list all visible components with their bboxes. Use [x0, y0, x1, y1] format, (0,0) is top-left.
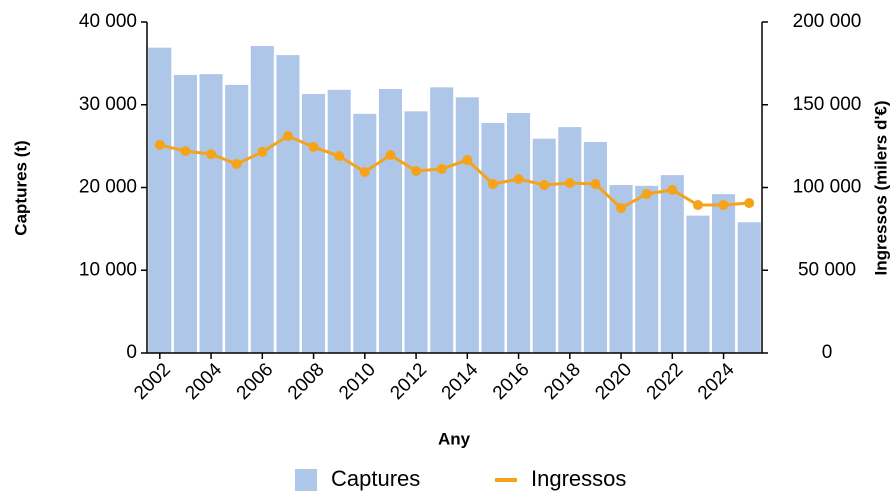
y-tick-label: 0 — [126, 342, 137, 363]
bar — [250, 45, 274, 354]
bar — [378, 89, 402, 353]
x-tick-label: 2014 — [438, 359, 483, 404]
line-point — [282, 131, 293, 142]
line-point — [359, 166, 370, 177]
y2-tick-label: 100 000 — [793, 177, 862, 198]
x-tick-label: 2002 — [130, 359, 175, 404]
line-point — [513, 174, 524, 185]
bar — [225, 84, 249, 353]
bar — [737, 222, 761, 353]
line-point — [590, 179, 601, 190]
line-point — [308, 141, 319, 152]
y2-axis-label: Ingressos (milers d'€) — [871, 100, 890, 275]
line-point — [180, 146, 191, 157]
line-point — [334, 151, 345, 162]
line-point — [231, 158, 242, 169]
x-tick-label: 2012 — [386, 359, 431, 404]
line-point — [436, 163, 447, 174]
bar — [609, 185, 633, 353]
line-point — [641, 188, 652, 199]
y2-tick-label: 0 — [822, 342, 833, 363]
bar — [532, 138, 556, 353]
x-tick-label: 2016 — [489, 359, 534, 404]
x-tick-label: 2024 — [694, 359, 739, 404]
y-tick-label: 20 000 — [79, 177, 137, 198]
line-point — [616, 203, 627, 214]
line-point — [487, 179, 498, 190]
y-tick-label: 30 000 — [79, 94, 137, 115]
bar — [712, 194, 736, 353]
line-point — [206, 149, 217, 160]
bar — [507, 113, 531, 354]
bar — [327, 89, 351, 353]
y-axis-label: Captures (t) — [11, 140, 30, 235]
line-point — [564, 178, 575, 189]
bar — [481, 122, 505, 353]
y2-tick-label: 150 000 — [793, 94, 862, 115]
x-tick-label: 2010 — [335, 359, 380, 404]
line-point — [411, 165, 422, 176]
bar — [353, 113, 377, 353]
line-point — [539, 180, 550, 191]
x-tick-label: 2008 — [284, 359, 329, 404]
bar — [173, 74, 197, 354]
bar — [148, 47, 172, 354]
bar — [635, 185, 659, 353]
bar — [430, 87, 454, 353]
bar — [276, 55, 300, 353]
line-point — [667, 184, 678, 195]
bar — [455, 97, 479, 354]
bar — [199, 74, 223, 353]
legend-swatch — [295, 469, 317, 491]
x-tick-label: 2004 — [181, 359, 226, 404]
line-point — [744, 198, 755, 209]
legend-label: Ingressos — [531, 466, 626, 491]
line-point — [385, 150, 396, 161]
y-tick-label: 10 000 — [79, 259, 137, 280]
bar — [558, 127, 582, 353]
y2-tick-label: 50 000 — [798, 259, 856, 280]
x-tick-label: 2006 — [233, 359, 278, 404]
line-point — [154, 139, 165, 150]
y-tick-label: 40 000 — [79, 11, 137, 32]
line-point — [257, 146, 268, 157]
line-point — [462, 155, 473, 166]
x-tick-label: 2020 — [591, 359, 636, 404]
bar — [404, 111, 428, 354]
x-tick-label: 2022 — [643, 359, 688, 404]
x-axis-label: Any — [438, 429, 471, 448]
bar — [583, 141, 607, 353]
bar — [302, 93, 326, 354]
x-tick-label: 2018 — [540, 359, 585, 404]
legend-label: Captures — [331, 466, 420, 491]
line-point — [718, 200, 729, 211]
bar — [660, 175, 684, 353]
line-point — [692, 200, 703, 211]
y2-tick-label: 200 000 — [793, 11, 862, 32]
bar — [686, 215, 710, 353]
